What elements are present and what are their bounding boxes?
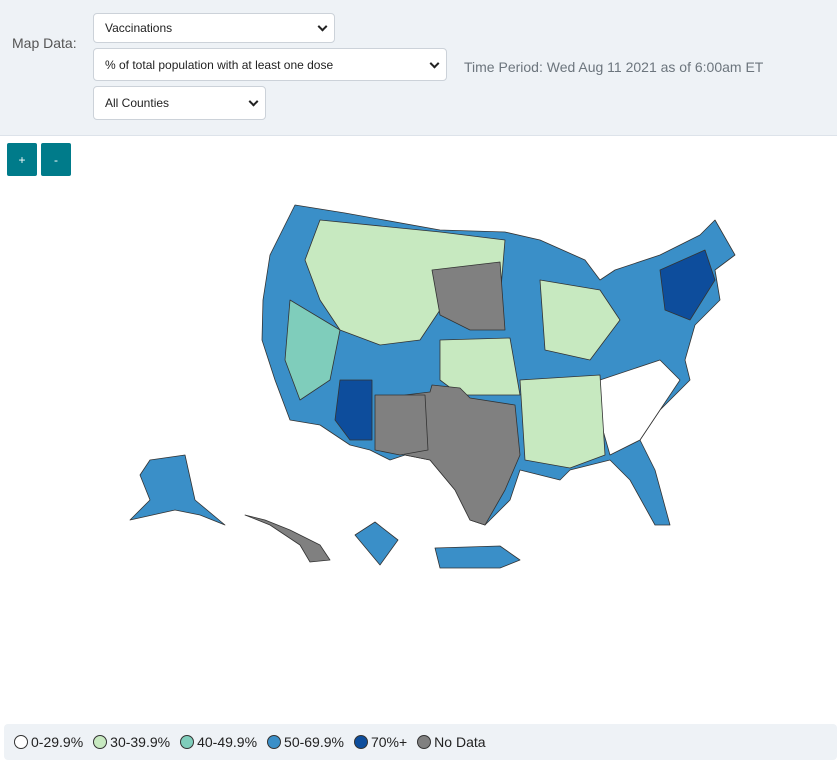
- region: [284, 299, 341, 401]
- region: [397, 384, 521, 526]
- legend-item: 70%+: [353, 734, 408, 750]
- legend-label: 70%+: [370, 734, 408, 750]
- legend-label: No Data: [434, 734, 486, 750]
- region: [431, 261, 506, 331]
- region: [304, 219, 506, 346]
- region: [439, 337, 521, 396]
- map-data-label: Map Data:: [12, 35, 77, 51]
- legend-swatch: [14, 735, 28, 749]
- region: [374, 394, 429, 456]
- hawaii: [244, 514, 331, 563]
- legend-item: 50-69.9%: [267, 734, 344, 750]
- dataset-select[interactable]: Vaccinations: [93, 13, 335, 43]
- select-value: Vaccinations: [105, 21, 173, 35]
- metric-select[interactable]: % of total population with at least one …: [93, 48, 447, 81]
- zoom-out-button[interactable]: -: [41, 143, 71, 176]
- dc: [354, 521, 399, 566]
- legend-swatch: [417, 735, 432, 749]
- legend-label: 50-69.9%: [284, 734, 344, 750]
- legend-item: No Data: [417, 734, 486, 750]
- legend-label: 0-29.9%: [31, 734, 84, 750]
- puerto-rico: [434, 545, 521, 569]
- map: [129, 204, 736, 569]
- time-period: Time Period: Wed Aug 11 2021 as of 6:00a…: [464, 59, 764, 75]
- legend-item: 30-39.9%: [93, 734, 170, 750]
- scope-select[interactable]: All Counties: [93, 86, 266, 120]
- legend-swatch: [93, 735, 108, 749]
- filter-panel: Map Data: Vaccinations % of total popula…: [0, 0, 837, 136]
- legend-item: 40-49.9%: [180, 734, 257, 750]
- region: [519, 374, 606, 469]
- select-value: All Counties: [105, 96, 170, 110]
- region: [539, 279, 621, 361]
- zoom-in-button[interactable]: +: [7, 143, 37, 176]
- legend-swatch: [267, 735, 282, 749]
- legend-swatch: [180, 735, 195, 749]
- legend-swatch: [353, 735, 368, 749]
- legend-label: 30-39.9%: [110, 734, 171, 750]
- legend-label: 40-49.9%: [197, 734, 258, 750]
- select-value: % of total population with at least one …: [105, 57, 334, 72]
- alaska: [129, 454, 226, 526]
- legend-item: 0-29.9%: [14, 734, 83, 750]
- legend: 0-29.9% 30-39.9% 40-49.9% 50-69.9% 70%+ No Da…: [4, 724, 837, 760]
- region: [659, 249, 716, 321]
- region: [334, 379, 373, 441]
